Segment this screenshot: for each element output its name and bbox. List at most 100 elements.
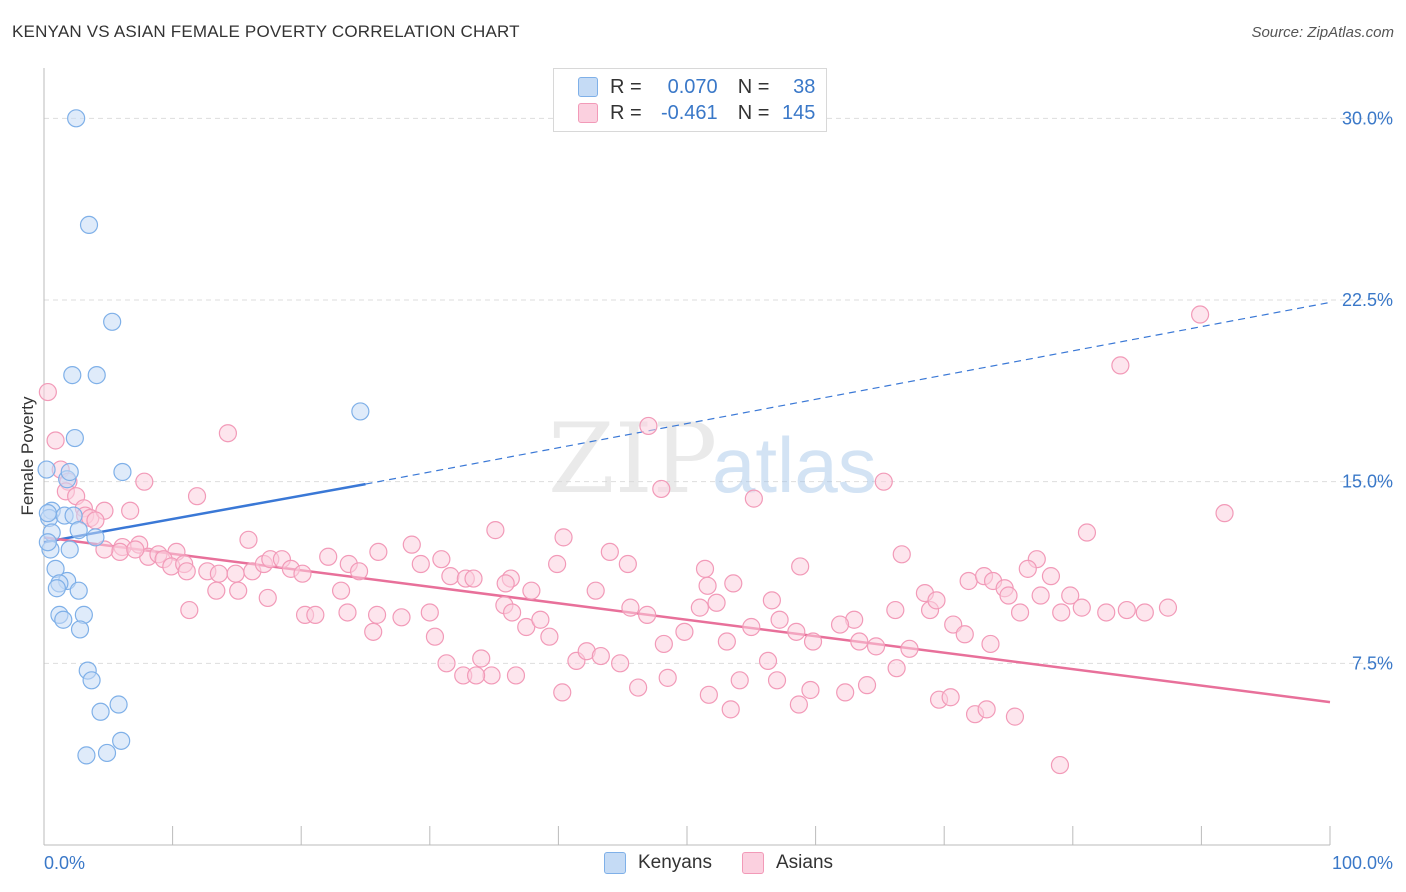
asian-point: [46, 431, 65, 450]
asian-point: [437, 654, 456, 673]
asian-point: [730, 671, 749, 690]
kenyan-point: [69, 521, 88, 540]
y-tick-label: 15.0%: [1342, 472, 1393, 492]
asian-point: [531, 610, 550, 629]
asian-point: [338, 603, 357, 622]
asian-point: [554, 528, 573, 547]
legend-r-value: -0.461: [660, 101, 718, 124]
asian-point: [367, 605, 387, 624]
asian-point: [959, 571, 978, 591]
asian-point: [981, 634, 1000, 654]
asian-point: [1041, 567, 1061, 586]
asian-point: [695, 559, 715, 578]
asian-point: [707, 593, 726, 612]
asian-point: [690, 598, 709, 617]
asian-point: [787, 622, 806, 641]
asian-point: [1158, 598, 1178, 617]
kenyan-point: [109, 695, 128, 714]
kenyan-point: [97, 743, 117, 763]
legend-n-value: 38: [793, 75, 816, 98]
asian-point: [887, 659, 906, 678]
series-legend-asians[interactable]: Asians: [742, 852, 833, 874]
asian-point: [306, 605, 325, 624]
asian-point: [95, 540, 114, 559]
asian-point: [1111, 356, 1130, 375]
asian-point: [770, 610, 789, 629]
kenyan-point: [112, 731, 131, 750]
asian-point: [892, 545, 911, 564]
asian-point: [836, 683, 855, 702]
asian-point: [850, 632, 869, 651]
legend-r-value: 0.070: [667, 75, 718, 98]
asian-point: [886, 600, 905, 620]
asian-point: [239, 530, 258, 549]
asian-point: [721, 700, 740, 719]
kenyan-point: [69, 581, 88, 600]
kenyan-point: [70, 620, 90, 639]
legend-swatch-asians: [578, 103, 598, 123]
asian-point: [744, 489, 763, 508]
watermark-atlas: atlas: [712, 421, 877, 509]
asian-point: [110, 542, 129, 562]
asian-point: [1072, 598, 1091, 617]
x-tick-label: 0.0%: [44, 853, 85, 873]
kenyan-point: [351, 402, 370, 421]
asian-point: [86, 511, 105, 530]
asian-point: [331, 581, 351, 600]
asian-point: [548, 554, 567, 574]
asian-point: [977, 700, 996, 719]
series-legend: Kenyans Asians: [0, 852, 1406, 878]
asian-point: [38, 382, 57, 402]
asian-point: [482, 666, 501, 685]
asian-point: [207, 581, 226, 600]
asian-point: [762, 591, 781, 610]
asian-point: [1117, 600, 1136, 620]
asian-point: [420, 603, 439, 622]
asian-point: [1077, 523, 1097, 542]
asian-point: [742, 617, 761, 637]
asian-point: [425, 627, 445, 646]
kenyan-point: [63, 365, 82, 385]
asian-point: [218, 424, 237, 443]
asian-point: [586, 581, 605, 600]
asian-point: [758, 651, 778, 671]
legend-row-asians: R = -0.461 N = 145: [578, 101, 815, 125]
asian-point: [767, 671, 787, 690]
series-legend-kenyans[interactable]: Kenyans: [604, 852, 712, 874]
kenyan-point: [38, 533, 57, 552]
asian-point: [392, 608, 411, 627]
asian-point: [618, 554, 637, 574]
asian-point: [441, 567, 460, 586]
asian-point: [517, 617, 536, 637]
asian-point: [675, 622, 694, 641]
asian-point: [369, 542, 388, 562]
asian-point: [857, 676, 877, 695]
asian-point: [1050, 755, 1070, 775]
y-tick-label: 22.5%: [1342, 290, 1393, 310]
asian-point: [717, 632, 736, 651]
asian-point: [600, 542, 619, 562]
kenyan-point: [91, 702, 110, 721]
grid-lines: [44, 117, 1394, 664]
axis-labels: 7.5% 15.0% 22.5% 30.0% 0.0% 100.0% Female Pove…: [18, 108, 1393, 873]
kenyan-point: [67, 109, 86, 128]
kenyan-point: [87, 365, 106, 385]
asian-point: [639, 416, 658, 436]
kenyan-point: [37, 460, 56, 479]
asian-point: [866, 637, 886, 656]
series-label-asians: Asians: [776, 852, 834, 873]
asian-point: [789, 695, 808, 714]
kenyan-point: [47, 579, 66, 598]
asian-point: [611, 654, 630, 673]
asian-point: [791, 557, 810, 576]
asian-point: [803, 632, 823, 651]
kenyan-point: [82, 671, 101, 690]
asian-point: [801, 680, 820, 700]
asian-point: [135, 472, 154, 491]
chart-source: Source: ZipAtlas.com: [1251, 24, 1394, 41]
kenyan-trend-extension: [365, 301, 1331, 485]
asian-point: [187, 487, 207, 506]
asian-point: [830, 615, 850, 634]
kenyan-point: [79, 215, 99, 235]
